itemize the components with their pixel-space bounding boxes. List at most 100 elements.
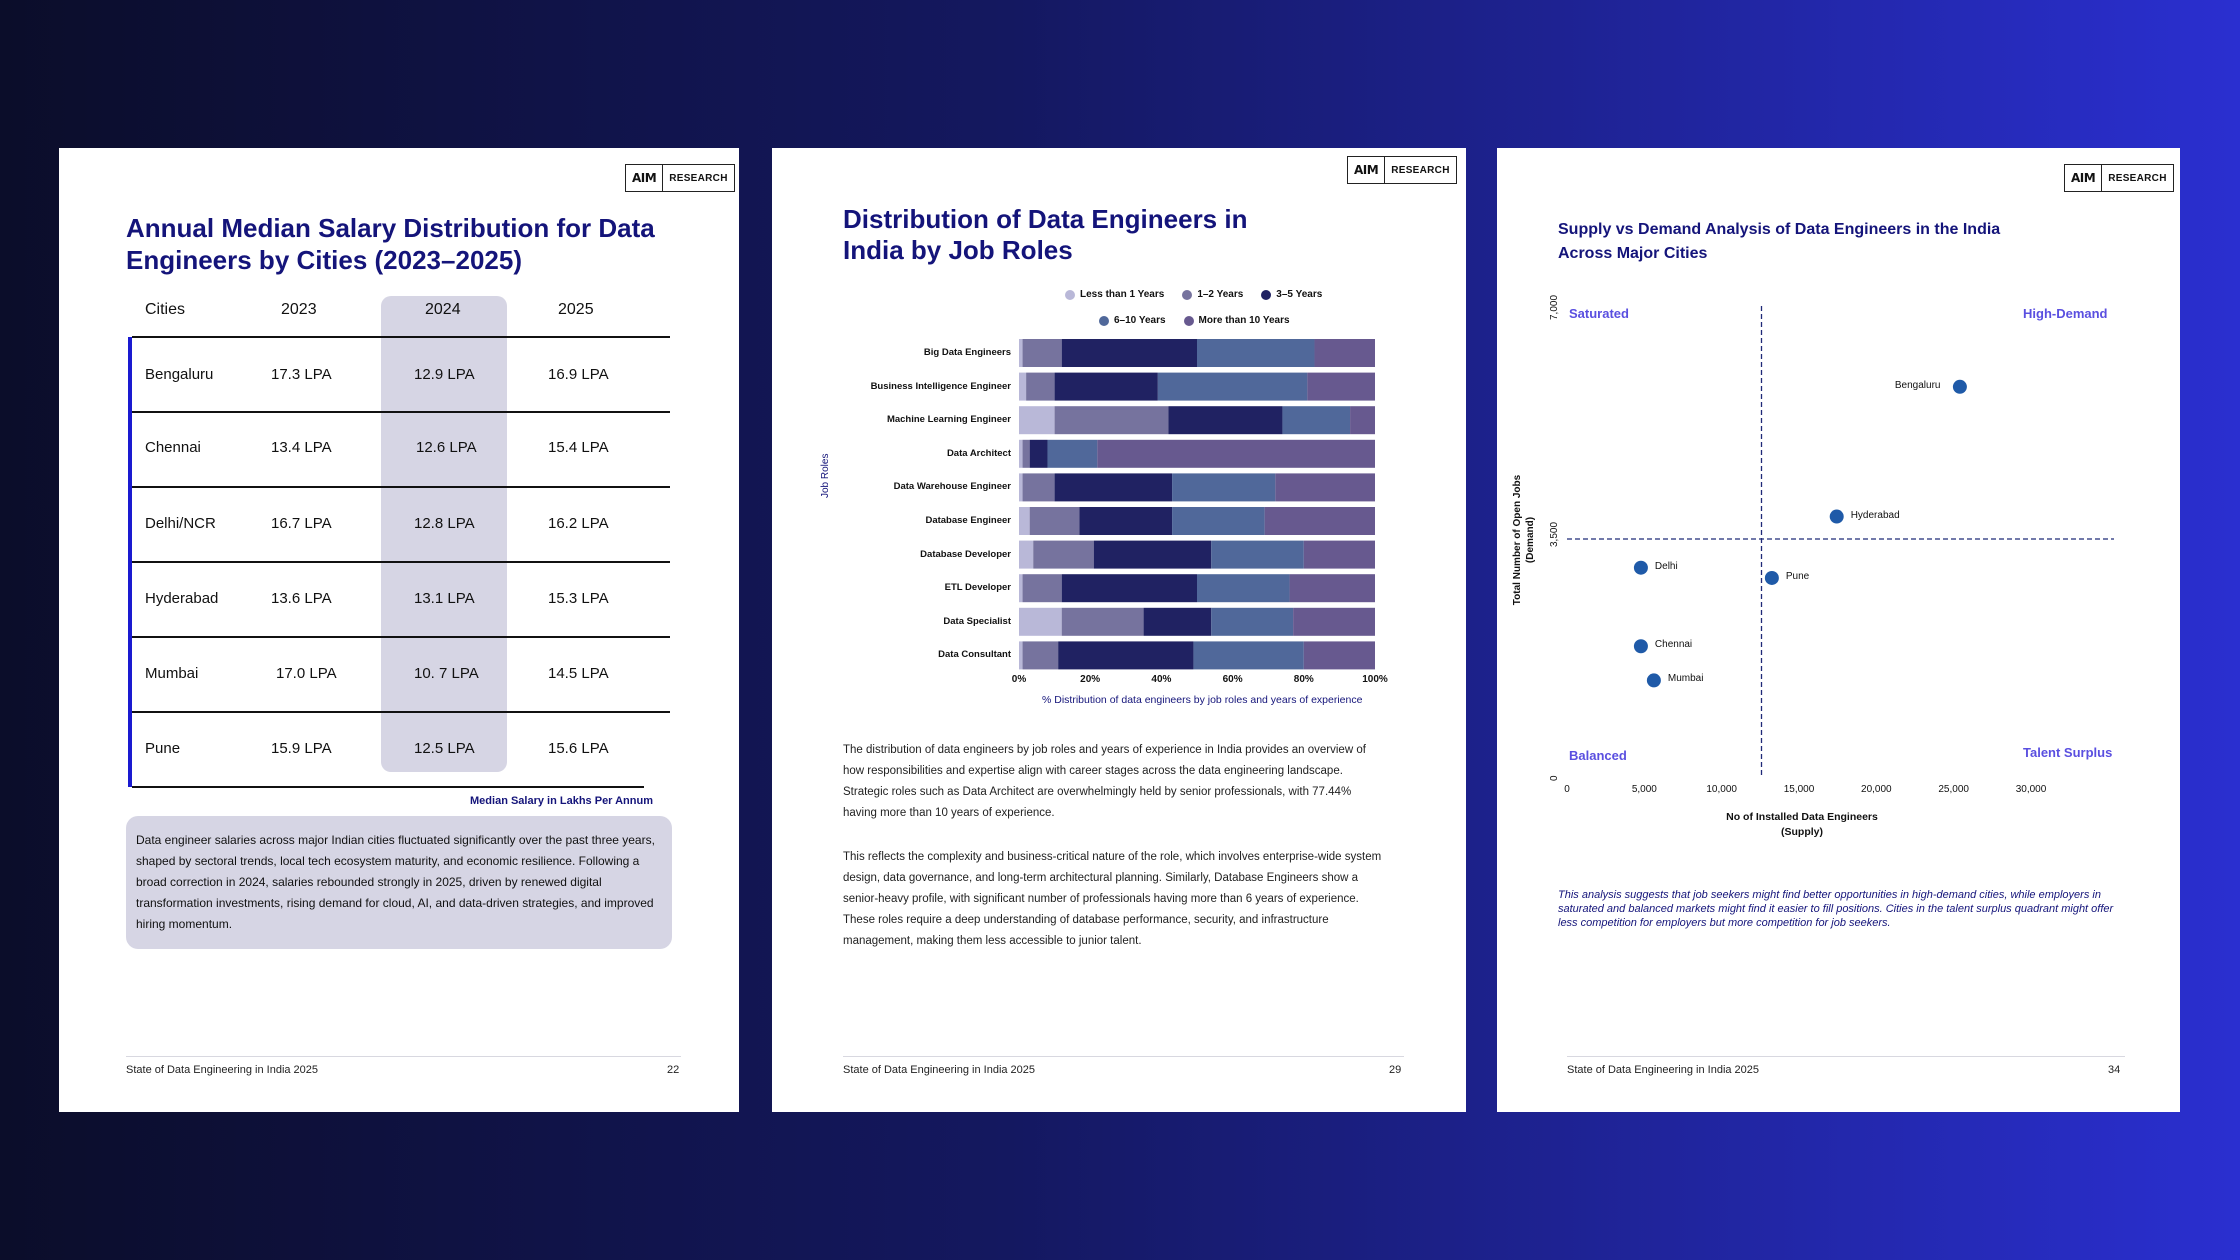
header-2025: 2025 bbox=[558, 301, 594, 318]
bar-segment bbox=[1019, 439, 1023, 468]
bar-segment bbox=[1172, 473, 1276, 502]
legend-item: 1–2 Years bbox=[1182, 289, 1243, 300]
summary-note: Data engineer salaries across major Indi… bbox=[126, 816, 672, 949]
table-cell: 13.6 LPA bbox=[271, 590, 332, 607]
legend-swatch bbox=[1183, 315, 1194, 326]
bar-segment bbox=[1079, 507, 1173, 535]
role-label: Data Architect bbox=[946, 447, 1011, 459]
brand-logo: AIM RESEARCH bbox=[1347, 156, 1457, 184]
x-tick-label: 15,000 bbox=[1783, 784, 1815, 795]
city-label: Chennai bbox=[1654, 639, 1693, 651]
table-cell: 15.3 LPA bbox=[548, 590, 609, 607]
table-cell: 13.4 LPA bbox=[271, 439, 332, 456]
role-label: Business Intelligence Engineer bbox=[870, 380, 1011, 392]
header-2023: 2023 bbox=[281, 301, 317, 318]
table-cell: 17.3 LPA bbox=[271, 366, 332, 383]
bar-segment bbox=[1157, 372, 1308, 401]
table-cell: 16.9 LPA bbox=[548, 366, 609, 383]
bar-segment bbox=[1307, 372, 1375, 401]
table-row-city: Pune bbox=[145, 740, 181, 757]
bar-segment bbox=[1022, 641, 1059, 670]
role-label: Data Specialist bbox=[943, 615, 1011, 627]
role-label: Database Developer bbox=[920, 548, 1011, 560]
bar-segment bbox=[1061, 339, 1197, 367]
table-rule bbox=[132, 786, 644, 788]
bar-segment bbox=[1193, 641, 1304, 670]
report-page-roles: AIM RESEARCH Distribution of Data Engine… bbox=[772, 148, 1466, 1112]
bar-segment bbox=[1047, 439, 1098, 468]
bar-segment bbox=[1019, 574, 1023, 603]
footer-rule bbox=[843, 1056, 1404, 1057]
table-cell: 16.2 LPA bbox=[548, 515, 609, 532]
bar-segment bbox=[1022, 439, 1030, 468]
brand-mark: AIM bbox=[1348, 157, 1386, 183]
table-cell: 16.7 LPA bbox=[271, 515, 332, 532]
legend-label: More than 10 Years bbox=[1198, 315, 1290, 326]
bar-segment bbox=[1026, 372, 1055, 401]
accent-bar bbox=[128, 337, 132, 787]
x-tick-label: 20,000 bbox=[1861, 784, 1892, 795]
table-rule bbox=[132, 486, 670, 488]
x-axis-title-line-2: (Supply) bbox=[1781, 826, 1823, 838]
table-cell: 12.8 LPA bbox=[414, 515, 475, 532]
x-tick-label: 0 bbox=[1564, 784, 1570, 795]
x-tick-label: 0% bbox=[1011, 674, 1027, 685]
role-label: Machine Learning Engineer bbox=[886, 414, 1011, 426]
role-label: Data Warehouse Engineer bbox=[893, 481, 1011, 493]
bar-segment bbox=[1289, 574, 1375, 603]
page-number: 29 bbox=[1389, 1064, 1402, 1076]
table-row-city: Delhi/NCR bbox=[145, 515, 216, 532]
bar-segment bbox=[1019, 339, 1023, 367]
bar-segment bbox=[1019, 540, 1034, 569]
bar-segment bbox=[1211, 607, 1294, 636]
body-paragraph-1: The distribution of data engineers by jo… bbox=[843, 744, 1366, 819]
table-rule bbox=[132, 711, 670, 713]
x-axis-title-line-1: No of Installed Data Engineers bbox=[1726, 811, 1878, 823]
city-label: Pune bbox=[1785, 570, 1810, 582]
city-label: Hyderabad bbox=[1850, 509, 1900, 521]
role-label: Big Data Engineers bbox=[923, 347, 1011, 358]
report-page-salary: AIM RESEARCH Annual Median Salary Distri… bbox=[59, 148, 739, 1112]
table-rule bbox=[132, 636, 670, 638]
table-cell: 12.6 LPA bbox=[416, 439, 477, 456]
brand-logo: AIM RESEARCH bbox=[625, 164, 735, 192]
chart-legend-row-2: 6–10 Years More than 10 Years bbox=[1099, 315, 1290, 326]
city-label: Bengaluru bbox=[1894, 379, 1941, 391]
table-cell: 15.6 LPA bbox=[548, 740, 609, 757]
footer-title: State of Data Engineering in India 2025 bbox=[843, 1064, 1036, 1076]
bar-segment bbox=[1350, 406, 1375, 435]
city-point bbox=[1646, 673, 1661, 688]
bar-segment bbox=[1019, 641, 1023, 670]
x-tick-label: 5,000 bbox=[1631, 784, 1657, 795]
bar-segment bbox=[1264, 507, 1375, 535]
table-cell: 12.5 LPA bbox=[414, 740, 475, 757]
bar-segment bbox=[1293, 607, 1375, 636]
unit-note: Median Salary in Lakhs Per Annum bbox=[470, 795, 653, 807]
bar-segment bbox=[1019, 372, 1027, 401]
legend-item: 3–5 Years bbox=[1261, 289, 1322, 300]
bar-segment bbox=[1143, 607, 1212, 636]
bar-segment bbox=[1197, 339, 1315, 367]
table-rule bbox=[132, 336, 670, 338]
bar-segment bbox=[1275, 473, 1375, 502]
quadrant-label-talent-surplus: Talent Surplus bbox=[2023, 745, 2113, 760]
legend-swatch bbox=[1182, 289, 1193, 300]
bar-segment bbox=[1019, 607, 1062, 636]
brand-label: RESEARCH bbox=[1391, 164, 1450, 176]
legend-label: 1–2 Years bbox=[1197, 289, 1244, 300]
bar-segment bbox=[1061, 574, 1197, 603]
page-number: 22 bbox=[667, 1064, 680, 1076]
x-tick-label: 80% bbox=[1293, 674, 1314, 685]
brand-label: RESEARCH bbox=[669, 172, 728, 184]
table-rule bbox=[132, 561, 670, 563]
footer-rule bbox=[1567, 1056, 2125, 1057]
legend-swatch bbox=[1099, 315, 1109, 326]
analysis-note: This analysis suggests that job seekers … bbox=[1558, 889, 2114, 929]
bar-segment bbox=[1022, 473, 1055, 502]
bar-segment bbox=[1029, 507, 1080, 535]
table-cell: 17.0 LPA bbox=[276, 665, 337, 682]
legend-swatch bbox=[1065, 289, 1075, 300]
quadrant-label-balanced: Balanced bbox=[1569, 748, 1627, 763]
table-cell: 14.5 LPA bbox=[548, 665, 609, 682]
city-point bbox=[1952, 379, 1967, 394]
